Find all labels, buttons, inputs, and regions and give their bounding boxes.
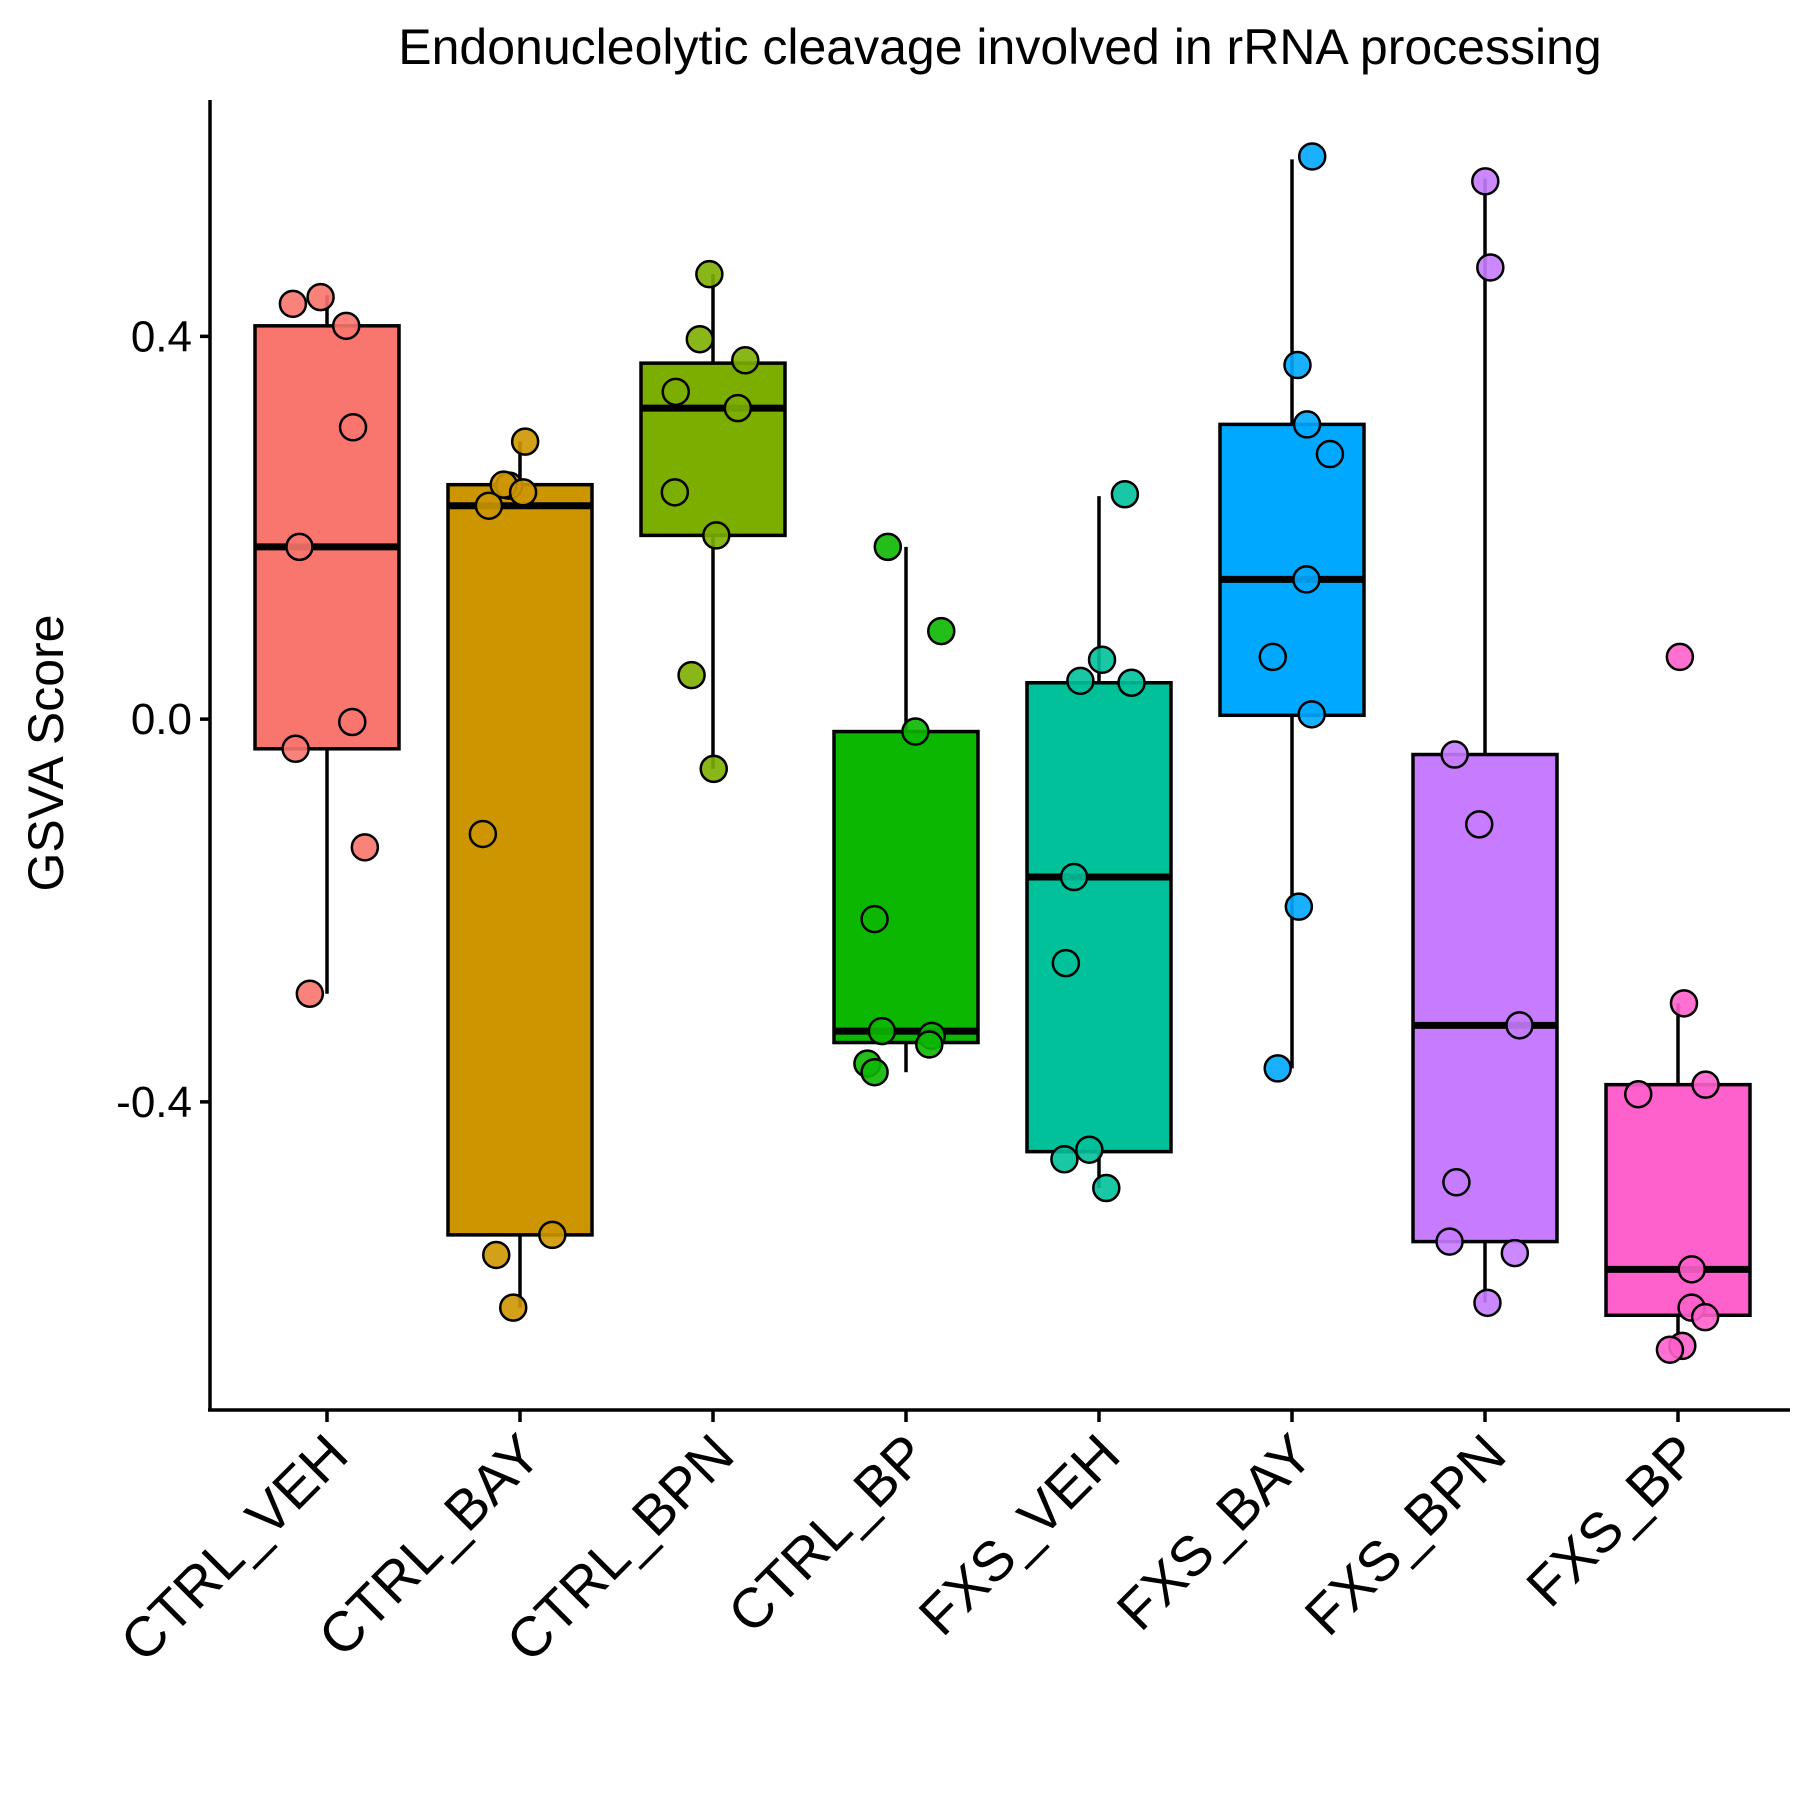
box-group-ctrl-bay — [446, 427, 594, 1322]
data-point — [1442, 1168, 1471, 1197]
data-point — [295, 979, 325, 1008]
x-tick-label: FXS_BPN — [1292, 1422, 1517, 1647]
data-point — [867, 1016, 897, 1046]
data-point — [1110, 479, 1140, 509]
data-point — [1435, 1227, 1464, 1256]
data-point — [350, 833, 380, 862]
data-point — [1292, 410, 1322, 439]
data-point — [281, 734, 310, 764]
data-point — [508, 478, 538, 507]
data-point — [331, 311, 361, 341]
data-point — [1087, 645, 1117, 675]
data-point — [474, 491, 504, 520]
box — [832, 729, 980, 1045]
box-group-ctrl-veh — [253, 282, 401, 1008]
data-point — [1464, 810, 1494, 839]
data-point — [723, 393, 753, 423]
data-point — [338, 707, 367, 737]
y-axis-label: GSVA Score — [18, 615, 74, 892]
data-point — [1440, 740, 1469, 769]
data-point — [731, 346, 760, 375]
data-point — [498, 1293, 528, 1322]
box-group-fxs-bay — [1218, 142, 1366, 1083]
data-point — [860, 904, 889, 934]
data-point — [685, 324, 715, 354]
data-point — [1315, 439, 1345, 469]
box-group-fxs-veh — [1025, 479, 1173, 1203]
data-point — [1500, 1238, 1530, 1268]
data-point — [695, 259, 724, 289]
data-point — [661, 377, 690, 407]
box — [1604, 1082, 1752, 1318]
data-point — [1292, 565, 1321, 594]
box — [1025, 681, 1173, 1154]
data-point — [1476, 253, 1505, 282]
data-point — [1050, 1145, 1079, 1174]
box — [253, 324, 401, 751]
data-point — [338, 413, 368, 442]
data-point — [1665, 642, 1695, 672]
data-point — [1075, 1135, 1104, 1164]
box — [446, 482, 594, 1237]
data-point — [306, 282, 335, 312]
data-point — [468, 819, 498, 849]
data-point — [1297, 700, 1326, 729]
data-point — [1258, 642, 1288, 672]
data-point — [1283, 350, 1312, 380]
data-point — [1066, 666, 1095, 696]
box-group-fxs-bp — [1604, 642, 1752, 1364]
data-point — [1471, 167, 1500, 196]
data-point — [927, 616, 956, 646]
data-point — [1473, 1288, 1502, 1318]
data-point — [1297, 142, 1327, 171]
data-point — [1263, 1054, 1292, 1083]
data-point — [1284, 892, 1314, 921]
data-point — [1505, 1011, 1534, 1040]
data-point — [873, 532, 903, 562]
data-point — [660, 478, 690, 507]
data-point — [285, 532, 314, 562]
data-point — [1677, 1255, 1706, 1284]
data-point — [510, 427, 540, 456]
y-tick-label: 0.4 — [131, 312, 192, 361]
plot-area — [253, 142, 1752, 1364]
data-point — [901, 717, 930, 746]
box-group-fxs-bpn — [1411, 167, 1559, 1318]
data-point — [481, 1240, 511, 1270]
box-group-ctrl-bp — [832, 532, 980, 1087]
data-point — [860, 1057, 889, 1087]
data-point — [1690, 1302, 1720, 1332]
data-point — [1117, 668, 1146, 698]
x-tick-label: FXS_BP — [1514, 1422, 1710, 1618]
x-tick-label: FXS_VEH — [906, 1422, 1131, 1647]
data-point — [702, 521, 731, 550]
data-point — [1092, 1173, 1121, 1203]
data-point — [1059, 862, 1089, 892]
data-point — [1051, 948, 1081, 978]
data-point — [538, 1220, 567, 1250]
y-tick-label: -0.4 — [116, 1078, 192, 1127]
y-tick-label: 0.0 — [131, 695, 192, 744]
data-point — [677, 660, 706, 690]
data-point — [1624, 1079, 1653, 1109]
box-group-ctrl-bpn — [639, 259, 787, 784]
data-point — [915, 1030, 944, 1059]
data-point — [1691, 1070, 1720, 1099]
chart-title: Endonucleolytic cleavage involved in rRN… — [398, 19, 1601, 75]
x-tick-label: CTRL_BP — [716, 1422, 939, 1645]
data-point — [1669, 989, 1699, 1018]
data-point — [278, 289, 308, 319]
box — [1218, 422, 1366, 718]
data-point — [699, 754, 728, 784]
data-point — [1655, 1335, 1685, 1364]
x-tick-label: FXS_BAY — [1105, 1422, 1325, 1642]
